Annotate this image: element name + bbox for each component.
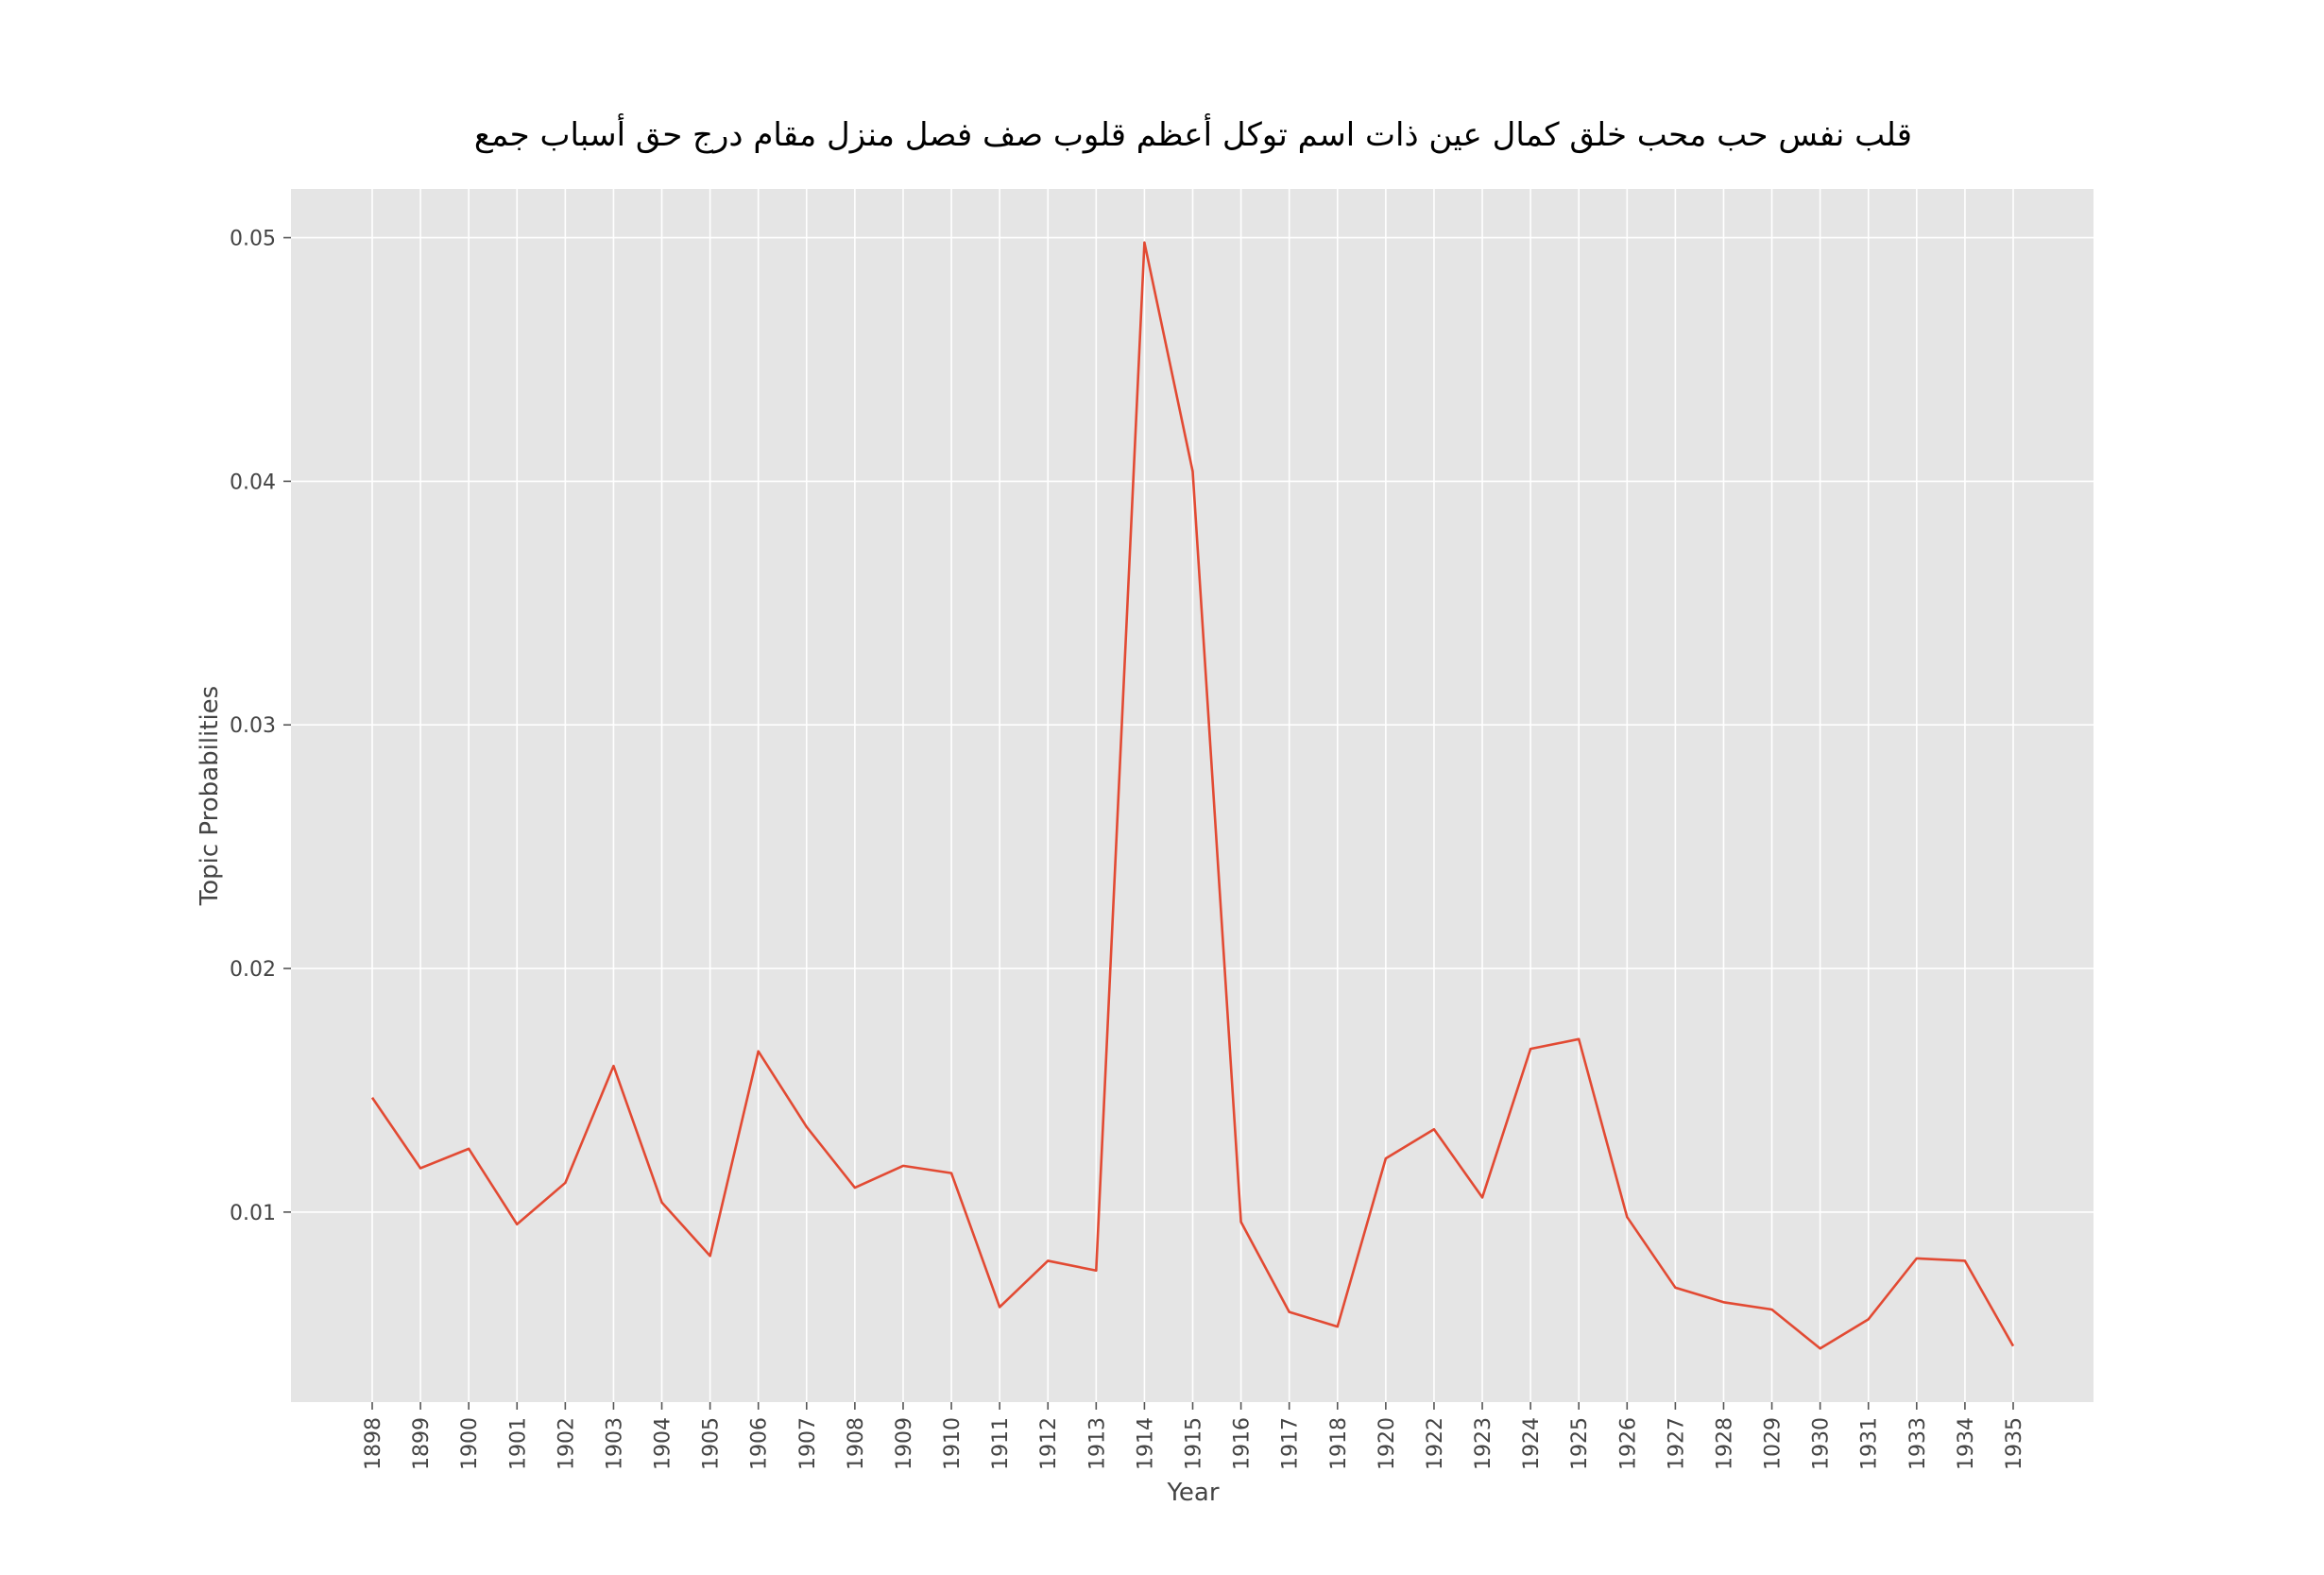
- x-tick-label: 1931: [1858, 1417, 1882, 1470]
- x-tick-label: 1911: [989, 1417, 1013, 1470]
- x-tick-label: 1907: [796, 1417, 820, 1470]
- x-tick-label: 1029: [1762, 1417, 1786, 1470]
- x-tick-label: 1899: [410, 1417, 434, 1470]
- y-axis-label: Topic Probabilities: [196, 686, 224, 906]
- x-tick-label: 1915: [1183, 1417, 1206, 1470]
- x-tick-label: 1922: [1424, 1417, 1447, 1470]
- x-tick-label: 1925: [1568, 1417, 1592, 1470]
- x-axis-label: Year: [1166, 1479, 1219, 1507]
- x-tick-label: 1935: [2003, 1417, 2026, 1470]
- x-tick-label: 1903: [603, 1417, 626, 1470]
- x-tick-label: 1905: [700, 1417, 724, 1470]
- x-tick-label: 1910: [941, 1417, 965, 1470]
- y-tick-label: 0.03: [230, 714, 276, 738]
- x-tick-label: 1930: [1810, 1417, 1834, 1470]
- x-axis: 1898 1899 1900 1901 1902 1903 1904 1905 1906 1907…: [362, 1402, 2026, 1470]
- x-tick-label: 1912: [1037, 1417, 1061, 1470]
- x-tick-label: 1913: [1085, 1417, 1109, 1470]
- x-tick-label: 1900: [458, 1417, 482, 1470]
- x-tick-label: 1923: [1472, 1417, 1495, 1470]
- x-tick-label: 1917: [1279, 1417, 1303, 1470]
- y-tick-label: 0.04: [230, 471, 276, 494]
- chart-title: قلب نفس حب محب خلق كمال عين ذات اسم توكل…: [474, 113, 1912, 154]
- y-tick-label: 0.02: [230, 958, 276, 982]
- x-tick-label: 1928: [1713, 1417, 1736, 1470]
- x-tick-label: 1901: [506, 1417, 530, 1470]
- x-tick-label: 1908: [845, 1417, 868, 1470]
- x-tick-label: 1906: [748, 1417, 772, 1470]
- x-tick-label: 1904: [652, 1417, 675, 1470]
- x-tick-label: 1933: [1906, 1417, 1930, 1470]
- y-axis: 0.01 0.02 0.03 0.04 0.05: [230, 228, 291, 1225]
- x-tick-label: 1916: [1231, 1417, 1255, 1470]
- x-tick-label: 1924: [1520, 1417, 1544, 1470]
- x-tick-label: 1927: [1665, 1417, 1688, 1470]
- grid-lines: [291, 189, 2093, 1402]
- x-tick-label: 1902: [555, 1417, 578, 1470]
- x-tick-label: 1934: [1955, 1417, 1978, 1470]
- y-tick-label: 0.05: [230, 228, 276, 251]
- x-tick-label: 1914: [1134, 1417, 1157, 1470]
- series-line: [370, 241, 2015, 1350]
- x-tick-label: 1909: [893, 1417, 916, 1470]
- x-tick-label: 1918: [1327, 1417, 1351, 1470]
- x-tick-label: 1898: [362, 1417, 385, 1470]
- x-tick-label: 1926: [1616, 1417, 1640, 1470]
- x-tick-label: 1920: [1376, 1417, 1399, 1470]
- y-tick-label: 0.01: [230, 1202, 276, 1225]
